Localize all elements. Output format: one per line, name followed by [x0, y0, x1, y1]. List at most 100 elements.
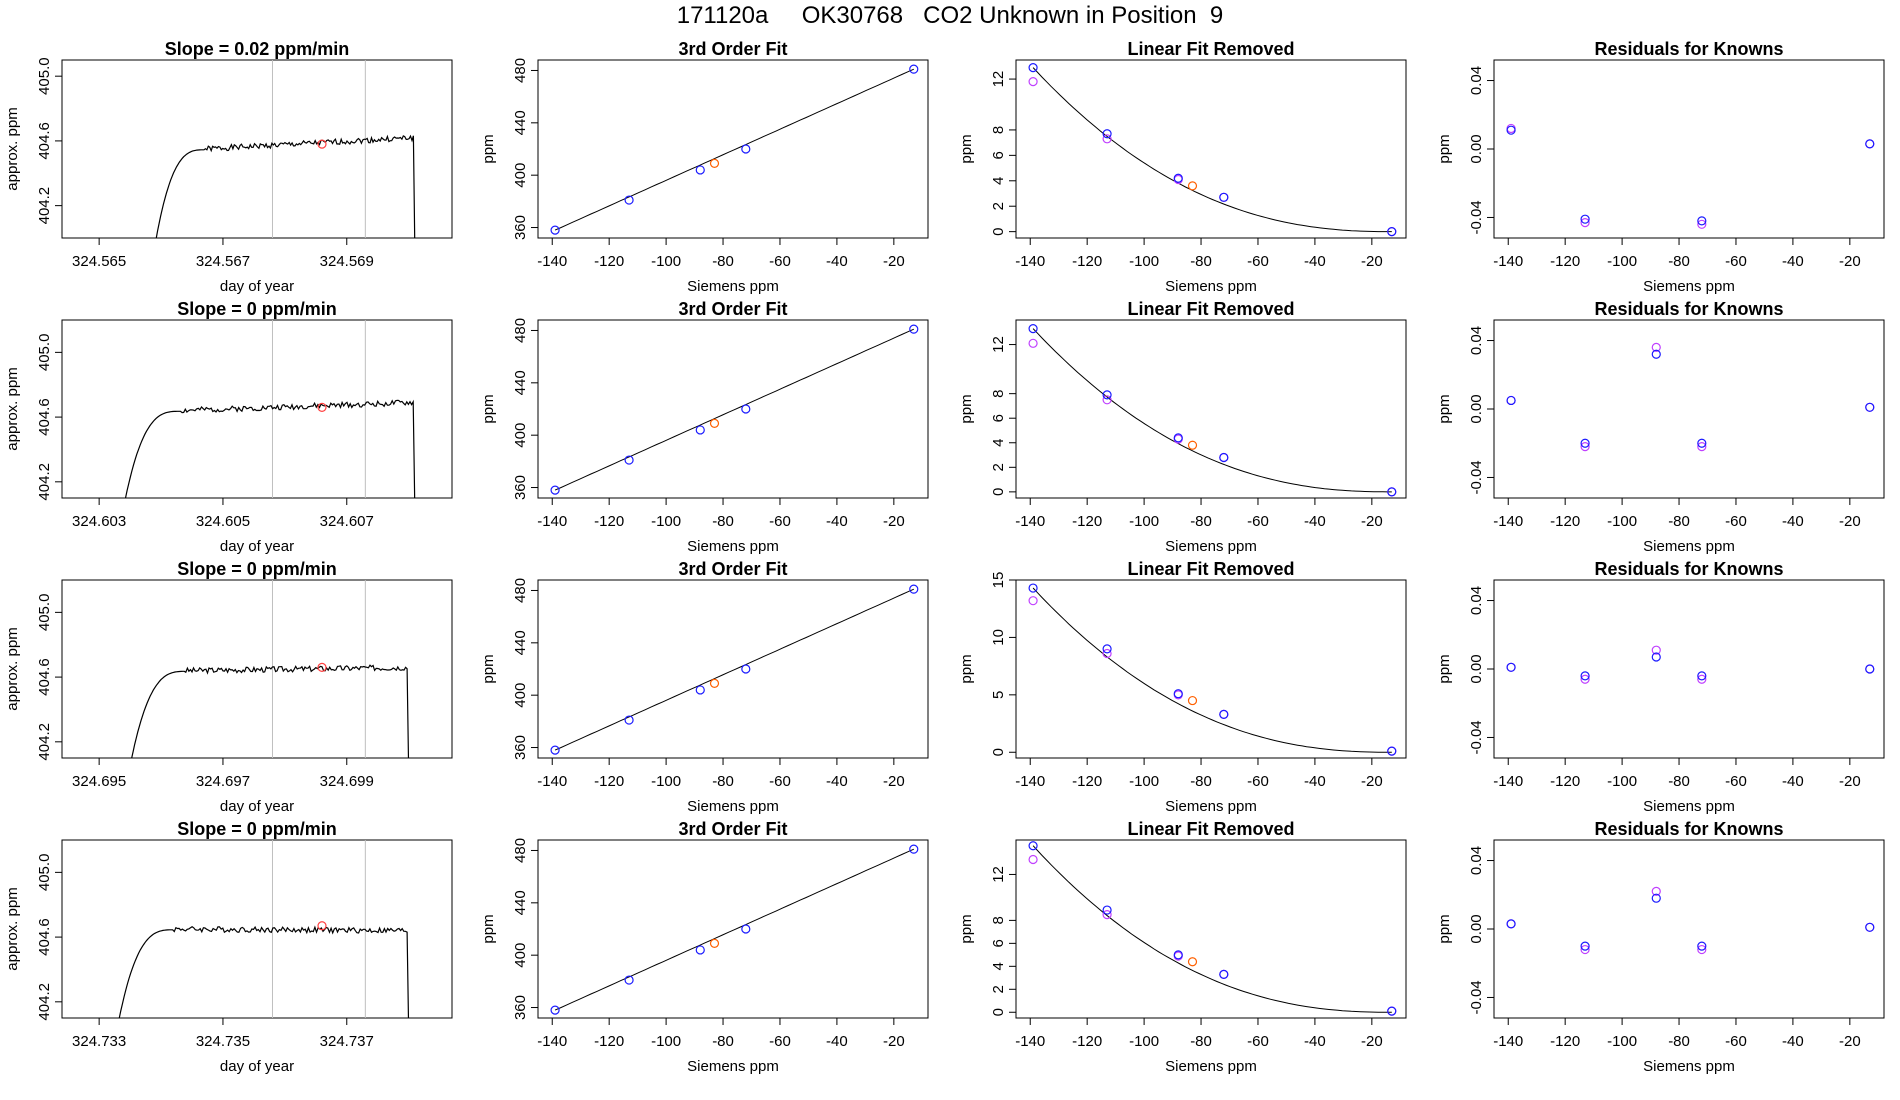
y-tick-label: 6	[990, 151, 1007, 159]
plot-frame	[61, 319, 453, 499]
known-point-alt	[1102, 648, 1112, 659]
residual-point	[1651, 893, 1661, 903]
fit-curve	[554, 328, 914, 491]
y-axis-label: ppm	[480, 134, 497, 163]
x-axis-label: Siemens ppm	[1165, 1058, 1257, 1075]
known-point	[1028, 583, 1038, 593]
x-tick-label: -40	[1304, 513, 1326, 530]
plot-frame	[61, 59, 453, 239]
unknown-point	[709, 158, 720, 168]
x-axis-label: Siemens ppm	[687, 278, 779, 295]
residual-point-alt	[1651, 645, 1661, 655]
residual-point	[1506, 125, 1516, 135]
x-tick-label: -40	[1782, 1033, 1804, 1050]
x-tick-label: -100	[1607, 513, 1637, 530]
plot-frame	[1493, 579, 1885, 759]
sample-point	[317, 139, 327, 149]
plot-area	[1028, 841, 1397, 1016]
y-tick-label: 5	[990, 691, 1007, 699]
x-tick-label: -20	[1839, 253, 1861, 270]
plot-area	[118, 840, 410, 1018]
y-tick-label: 0	[990, 1008, 1007, 1016]
x-tick-label: -140	[537, 253, 567, 270]
unknown-point	[709, 938, 720, 948]
known-point	[550, 485, 560, 495]
x-tick-label: -80	[712, 1033, 734, 1050]
panel-fit-row3: 3rd Order Fit Siemens ppm ppm -140 -120 -100 -…	[480, 559, 929, 815]
x-tick-label: -100	[651, 513, 681, 530]
known-point	[909, 324, 919, 334]
y-axis-label: ppm	[480, 654, 497, 683]
x-tick-label: -120	[594, 253, 624, 270]
known-point	[695, 425, 705, 435]
panel-title: Slope = 0.02 ppm/min	[165, 39, 350, 59]
y-tick-label: -0.04	[1468, 200, 1485, 234]
plot-frame	[537, 579, 929, 759]
plot-frame	[61, 579, 453, 759]
panel-title: Linear Fit Removed	[1127, 819, 1294, 839]
plot-area	[1506, 342, 1875, 452]
panel-title: Slope = 0 ppm/min	[177, 819, 337, 839]
known-point	[695, 165, 705, 175]
panel-title: Slope = 0 ppm/min	[177, 559, 337, 579]
y-tick-label: 6	[990, 939, 1007, 947]
x-tick-label: -120	[1072, 253, 1102, 270]
known-point	[1387, 227, 1397, 237]
panel-title: 3rd Order Fit	[678, 559, 787, 579]
x-tick-label: 324.565	[72, 253, 126, 270]
residual-point	[1697, 941, 1707, 951]
known-point	[1219, 969, 1229, 979]
known-point	[1102, 129, 1112, 139]
y-tick-label: 405.0	[36, 854, 53, 892]
plot-frame	[61, 839, 453, 1019]
y-tick-label: 12	[990, 336, 1007, 353]
known-point	[741, 664, 751, 674]
sample-point	[317, 921, 327, 931]
x-tick-label: -40	[1304, 1033, 1326, 1050]
x-tick-label: -80	[1668, 1033, 1690, 1050]
x-tick-label: -40	[1782, 253, 1804, 270]
y-tick-label: 405.0	[36, 57, 53, 95]
y-tick-label: 4	[990, 177, 1007, 185]
known-point	[695, 945, 705, 955]
x-tick-label: -80	[712, 513, 734, 530]
x-tick-label: -100	[651, 1033, 681, 1050]
y-tick-label: 360	[512, 475, 529, 500]
x-tick-label: 324.735	[196, 1033, 250, 1050]
y-tick-label: 404.6	[36, 658, 53, 696]
y-tick-label: 440	[512, 370, 529, 395]
plot-area	[124, 320, 416, 498]
plot-frame	[537, 319, 929, 499]
y-tick-label: 15	[990, 572, 1007, 589]
residual-point	[1651, 652, 1661, 662]
plot-area	[1506, 886, 1875, 955]
known-point	[741, 144, 751, 154]
x-tick-label: -20	[1839, 513, 1861, 530]
y-tick-label: 404.2	[36, 983, 53, 1021]
y-tick-label: 404.2	[36, 463, 53, 501]
x-tick-label: 324.607	[320, 513, 374, 530]
x-axis-label: day of year	[220, 798, 294, 815]
residual-point-alt	[1580, 442, 1590, 452]
plot-area	[1028, 583, 1397, 756]
known-point	[909, 844, 919, 854]
residual-point	[1580, 941, 1590, 951]
panel-title: 3rd Order Fit	[678, 819, 787, 839]
x-tick-label: -100	[1129, 253, 1159, 270]
residual-point-alt	[1580, 217, 1590, 228]
residual-point	[1865, 922, 1875, 932]
fit-curve	[554, 68, 914, 231]
panel-title: Residuals for Knowns	[1594, 819, 1783, 839]
y-tick-label: 400	[512, 683, 529, 708]
x-tick-label: -20	[1839, 773, 1861, 790]
y-tick-label: -0.04	[1468, 980, 1485, 1014]
residual-point	[1651, 349, 1661, 359]
panel-title: Linear Fit Removed	[1127, 559, 1294, 579]
y-tick-label: 0	[990, 748, 1007, 756]
x-tick-label: -60	[769, 253, 791, 270]
fit-curve	[554, 848, 914, 1011]
x-axis-label: Siemens ppm	[1165, 798, 1257, 815]
panel-residuals-row2: Residuals for Knowns Siemens ppm ppm -140 -1…	[1436, 299, 1885, 555]
y-tick-label: 440	[512, 630, 529, 655]
known-point	[1028, 841, 1038, 851]
